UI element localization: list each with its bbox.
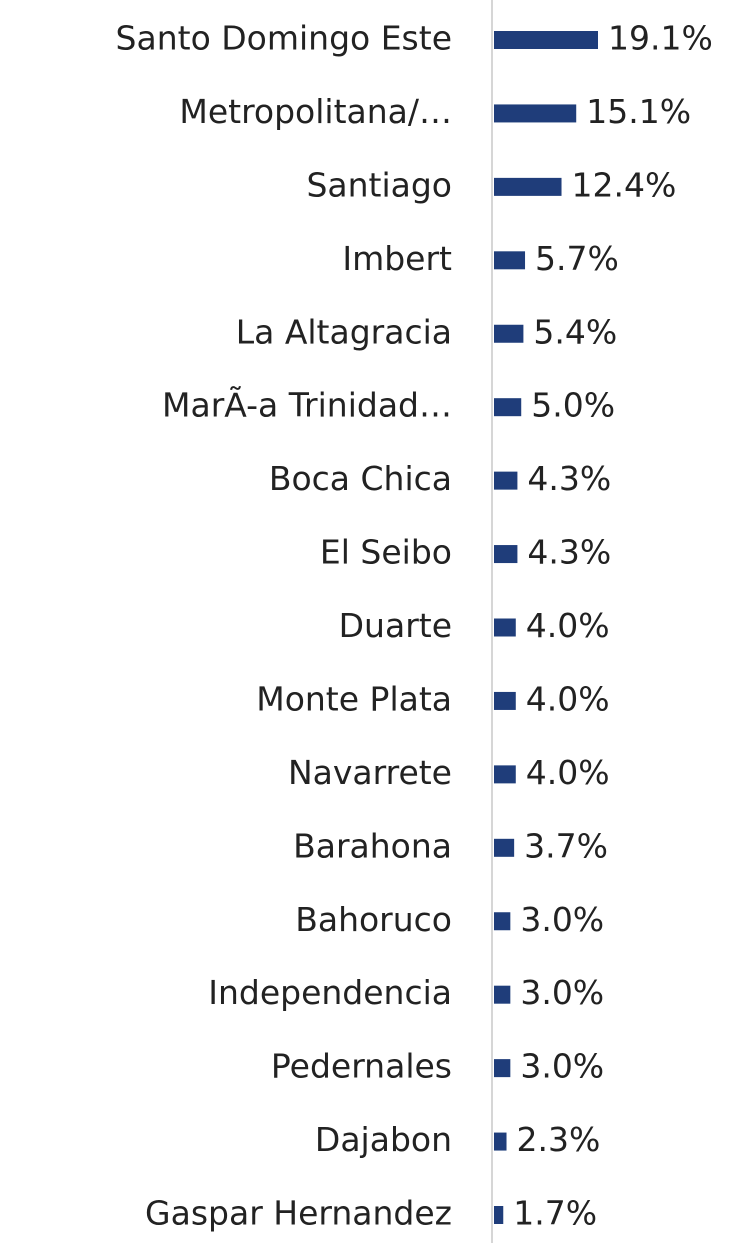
value-label: 12.4% (572, 165, 677, 204)
category-label: Monte Plata (256, 679, 452, 718)
value-label: 4.0% (526, 753, 610, 792)
bar (494, 471, 518, 490)
value-label: 5.4% (533, 312, 617, 351)
bar (494, 985, 511, 1004)
bar (494, 765, 516, 784)
category-label: Barahona (293, 826, 452, 865)
category-label: Duarte (339, 606, 452, 645)
bar (494, 1132, 507, 1151)
category-label: Santo Domingo Este (116, 19, 452, 58)
bar (494, 251, 526, 270)
category-label: La Altagracia (236, 312, 452, 351)
bar (494, 838, 515, 857)
category-label: El Seibo (320, 533, 452, 572)
bar (494, 177, 562, 196)
category-label: Metropolitana/… (179, 92, 452, 131)
category-label: Santiago (306, 165, 452, 204)
value-label: 5.7% (535, 239, 619, 278)
category-label: Bahoruco (295, 900, 452, 939)
value-label: 3.0% (520, 900, 604, 939)
category-label: Navarrete (288, 753, 452, 792)
value-label: 1.7% (513, 1194, 597, 1233)
bar (494, 1059, 511, 1078)
value-label: 3.0% (520, 973, 604, 1012)
value-label: 3.0% (520, 1047, 604, 1086)
value-label: 4.3% (527, 533, 611, 572)
category-label: Imbert (342, 239, 452, 278)
category-label: Gaspar Hernandez (145, 1194, 452, 1233)
bar (494, 691, 516, 710)
category-label: Pedernales (271, 1047, 452, 1086)
bar (494, 912, 511, 931)
bar (494, 545, 518, 564)
bar (494, 618, 516, 637)
bar (494, 398, 522, 417)
category-label: MarÃ-a Trinidad… (162, 386, 452, 425)
value-label: 5.0% (531, 386, 615, 425)
bar (494, 31, 598, 49)
value-label: 4.3% (527, 459, 611, 498)
category-label: Independencia (208, 973, 452, 1012)
value-label: 15.1% (586, 92, 691, 131)
value-label: 4.0% (526, 606, 610, 645)
value-label: 3.7% (524, 826, 608, 865)
bar (494, 104, 577, 123)
value-label: 4.0% (526, 679, 610, 718)
category-label: Boca Chica (269, 459, 452, 498)
bar (494, 1206, 504, 1224)
bar (494, 324, 524, 343)
value-label: 2.3% (517, 1120, 601, 1159)
category-label: Dajabon (315, 1120, 452, 1159)
value-label: 19.1% (608, 19, 713, 58)
